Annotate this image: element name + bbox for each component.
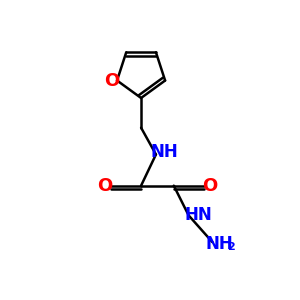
Text: O: O bbox=[202, 177, 218, 195]
Text: O: O bbox=[104, 71, 119, 89]
Text: NH: NH bbox=[150, 143, 178, 161]
Text: HN: HN bbox=[184, 206, 212, 224]
Text: 2: 2 bbox=[227, 242, 235, 253]
Text: O: O bbox=[97, 177, 112, 195]
Text: NH: NH bbox=[205, 235, 233, 253]
